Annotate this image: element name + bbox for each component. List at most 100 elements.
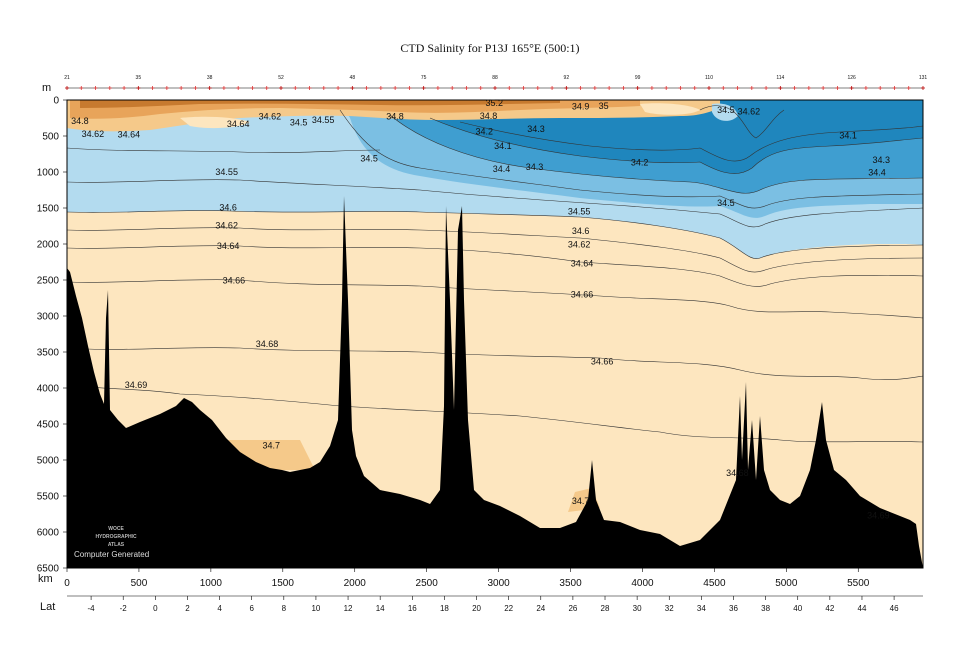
latitude-tick-label: 38: [761, 604, 770, 613]
contour-label: 34.2: [475, 127, 493, 137]
station-label: 88: [492, 75, 498, 81]
station-label: 52: [278, 75, 284, 81]
latitude-tick-label: 36: [729, 604, 738, 613]
contour-line: [67, 347, 923, 380]
latitude-tick-label: -4: [88, 604, 96, 613]
chart-title: CTD Salinity for P13J 165°E (500:1): [400, 41, 579, 55]
salinity-field: [67, 100, 923, 568]
station-label: 114: [776, 75, 784, 81]
station-label: 21: [64, 75, 70, 81]
contour-label: 34.1: [494, 141, 512, 151]
contour-label: 34.8: [71, 116, 89, 126]
latitude-tick-label: 18: [440, 604, 449, 613]
contour-label: 34.64: [227, 119, 250, 129]
contour-label: 34.5: [717, 198, 735, 208]
contour-label: 34.62: [82, 129, 105, 139]
depth-tick-label: 4000: [37, 384, 60, 395]
latitude-tick-label: 40: [793, 604, 802, 613]
contour-line: [459, 121, 923, 162]
distance-tick-label: 4500: [703, 578, 726, 589]
seafloor-topography: [67, 196, 923, 568]
station-label: 35: [136, 75, 142, 81]
surface-saline-max: [80, 100, 560, 108]
distance-tick-label: 500: [131, 578, 148, 589]
distance-tick-label: 3500: [559, 578, 582, 589]
depth-axis: 0 500 1000 1500 2000 2500 3000 3500 4000 4500 5000…: [37, 96, 67, 575]
depth-tick-label: 2500: [37, 276, 60, 287]
distance-tick-label: 2000: [344, 578, 367, 589]
station-label: 110: [705, 75, 713, 81]
depth-tick-label: 1500: [37, 204, 60, 215]
computer-generated-note: Computer Generated: [74, 550, 149, 559]
latitude-tick-label: 26: [568, 604, 577, 613]
latitude-tick-label: 30: [633, 604, 642, 613]
contour-label: 34.64: [217, 241, 240, 251]
contour-label: 34.66: [591, 356, 614, 366]
contour-label: 34.62: [259, 112, 282, 122]
intermediate-layer-core: [420, 100, 923, 174]
contour-label: 34.8: [386, 112, 404, 122]
contour-label: 34.3: [527, 124, 545, 134]
contour-label: 34.7: [263, 441, 281, 451]
latitude-tick-label: 20: [472, 604, 481, 613]
distance-tick-label: 1000: [200, 578, 223, 589]
latitude-tick-label: 28: [601, 604, 610, 613]
contour-label: 34.66: [571, 289, 594, 299]
contour-label: 35: [599, 101, 609, 111]
depth-tick-label: 2000: [37, 240, 60, 251]
distance-tick-label: 5500: [847, 578, 870, 589]
contour-line: [67, 147, 381, 153]
distance-axis: 0 500 1000 1500 2000 2500 3000 3500 4000 4500 5000…: [64, 568, 870, 589]
latitude-tick-label: 16: [408, 604, 417, 613]
contour-label: 34.1: [839, 130, 857, 140]
latitude-tick-label: 46: [890, 604, 899, 613]
stamp-line-1: WOCE: [108, 526, 124, 532]
contour-line: [67, 227, 923, 273]
contour-label: 34.9: [572, 101, 590, 111]
contour-label: 34.55: [312, 115, 335, 125]
contour-label: 34.62: [568, 240, 591, 250]
contour-label: 34.64: [571, 258, 594, 268]
distance-tick-label: 1500: [272, 578, 295, 589]
saline-pocket-b: [640, 103, 700, 115]
stamp-line-3: ATLAS: [108, 542, 125, 548]
latitude-tick-label: 24: [536, 604, 545, 613]
contour-label: 34.8: [480, 111, 498, 121]
contour-line: [699, 105, 785, 139]
contour-label: 34.6: [572, 226, 590, 236]
station-label: 75: [421, 75, 427, 81]
distance-axis-title: km: [38, 573, 53, 585]
distance-tick-label: 2500: [416, 578, 439, 589]
contour-line: [389, 114, 923, 194]
latitude-tick-label: 4: [217, 604, 222, 613]
contour-label: 34.3: [526, 162, 544, 172]
contour-label: 34.7: [572, 496, 590, 506]
saline-pocket-a: [180, 116, 250, 129]
latitude-tick-label: 12: [344, 604, 353, 613]
contour-label: 34.5: [717, 105, 735, 115]
latitude-tick-label: 42: [825, 604, 834, 613]
contour-line: [429, 117, 923, 174]
depth-tick-label: 5500: [37, 492, 60, 503]
distance-tick-label: 5000: [775, 578, 798, 589]
woce-atlas-stamp: WOCE HYDROGRAPHIC ATLAS Computer Generat…: [74, 526, 149, 559]
latitude-tick-label: 6: [249, 604, 254, 613]
depth-tick-label: 0: [53, 96, 59, 107]
contour-label: 34.62: [738, 107, 761, 117]
station-label: 126: [847, 75, 856, 81]
depth-tick-label: 6500: [37, 564, 60, 575]
latitude-tick-label: 8: [282, 604, 287, 613]
station-label: 48: [350, 75, 356, 81]
contour-line: [339, 109, 923, 209]
latitude-tick-label: 14: [376, 604, 385, 613]
latitude-tick-label: -2: [120, 604, 128, 613]
contour-label: 34.62: [215, 220, 238, 230]
contour-label: 34.68: [726, 468, 749, 478]
depth-tick-label: 6000: [37, 528, 60, 539]
contour-label: 34.6: [219, 202, 237, 212]
depth-tick-label: 500: [42, 132, 59, 143]
latitude-tick-label: 22: [504, 604, 513, 613]
contour-label: 34.4: [493, 164, 511, 174]
